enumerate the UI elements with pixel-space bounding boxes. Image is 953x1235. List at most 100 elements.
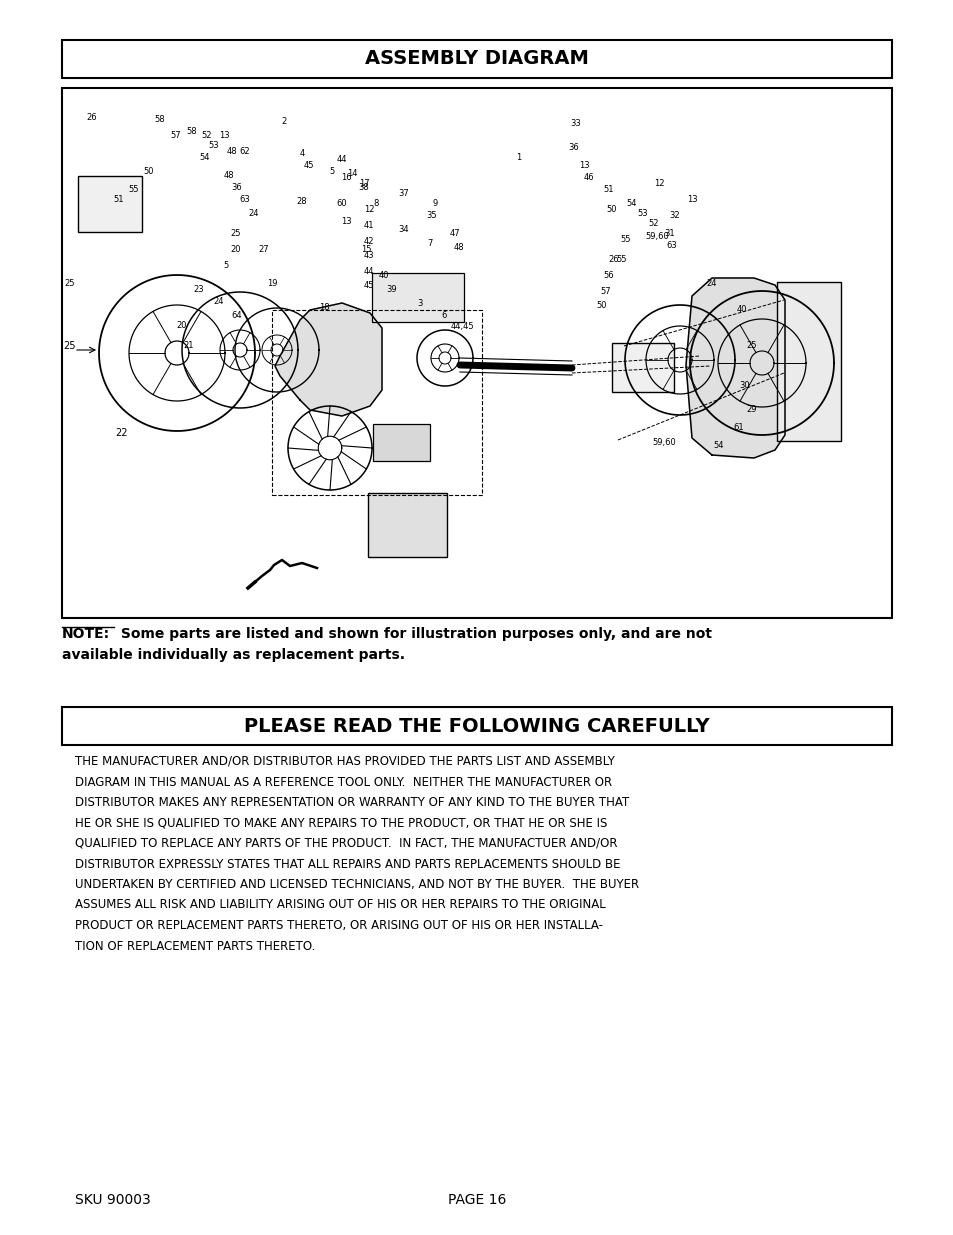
Text: 34: 34 bbox=[398, 226, 409, 235]
Text: 4: 4 bbox=[299, 148, 304, 158]
Text: 55: 55 bbox=[129, 185, 139, 194]
Text: PAGE 16: PAGE 16 bbox=[447, 1193, 506, 1207]
Text: 57: 57 bbox=[171, 131, 181, 140]
FancyBboxPatch shape bbox=[62, 40, 891, 78]
Text: 5: 5 bbox=[223, 262, 229, 270]
Text: 32: 32 bbox=[669, 211, 679, 221]
Text: Some parts are listed and shown for illustration purposes only, and are not: Some parts are listed and shown for illu… bbox=[116, 627, 711, 641]
Text: 13: 13 bbox=[686, 195, 697, 205]
Text: 25: 25 bbox=[746, 342, 757, 351]
Text: 15: 15 bbox=[360, 246, 371, 254]
Text: 44: 44 bbox=[363, 267, 374, 275]
Text: PRODUCT OR REPLACEMENT PARTS THERETO, OR ARISING OUT OF HIS OR HER INSTALLA-: PRODUCT OR REPLACEMENT PARTS THERETO, OR… bbox=[75, 919, 602, 932]
Text: 7: 7 bbox=[427, 238, 433, 247]
Text: 42: 42 bbox=[363, 236, 374, 246]
FancyBboxPatch shape bbox=[62, 88, 891, 617]
Text: DISTRIBUTOR MAKES ANY REPRESENTATION OR WARRANTY OF ANY KIND TO THE BUYER THAT: DISTRIBUTOR MAKES ANY REPRESENTATION OR … bbox=[75, 797, 629, 809]
Text: 18: 18 bbox=[318, 304, 329, 312]
Text: 13: 13 bbox=[218, 131, 229, 141]
Text: 63: 63 bbox=[239, 195, 250, 205]
Text: 26: 26 bbox=[608, 256, 618, 264]
Text: 56: 56 bbox=[603, 272, 614, 280]
Text: QUALIFIED TO REPLACE ANY PARTS OF THE PRODUCT.  IN FACT, THE MANUFACTUER AND/OR: QUALIFIED TO REPLACE ANY PARTS OF THE PR… bbox=[75, 837, 617, 850]
Text: 52: 52 bbox=[201, 131, 212, 140]
Text: UNDERTAKEN BY CERTIFIED AND LICENSED TECHNICIANS, AND NOT BY THE BUYER.  THE BUY: UNDERTAKEN BY CERTIFIED AND LICENSED TEC… bbox=[75, 878, 639, 890]
Text: 29: 29 bbox=[746, 405, 757, 415]
Text: 54: 54 bbox=[713, 441, 723, 450]
Text: 47: 47 bbox=[449, 228, 460, 237]
Text: 12: 12 bbox=[363, 205, 374, 215]
FancyBboxPatch shape bbox=[776, 282, 841, 441]
Text: 46: 46 bbox=[583, 173, 594, 183]
Text: 30: 30 bbox=[739, 380, 749, 389]
FancyBboxPatch shape bbox=[368, 493, 447, 557]
Text: 37: 37 bbox=[398, 189, 409, 198]
Text: 21: 21 bbox=[184, 342, 194, 351]
Text: TION OF REPLACEMENT PARTS THERETO.: TION OF REPLACEMENT PARTS THERETO. bbox=[75, 940, 315, 952]
Text: 13: 13 bbox=[340, 217, 351, 226]
Text: 52: 52 bbox=[648, 219, 659, 227]
Text: 40: 40 bbox=[736, 305, 746, 315]
Text: 36: 36 bbox=[568, 143, 578, 152]
Text: 60: 60 bbox=[336, 200, 347, 209]
Text: 61: 61 bbox=[733, 424, 743, 432]
Text: 2: 2 bbox=[281, 117, 286, 126]
Text: 22: 22 bbox=[115, 429, 128, 438]
FancyBboxPatch shape bbox=[612, 343, 673, 391]
Text: 27: 27 bbox=[258, 246, 269, 254]
FancyBboxPatch shape bbox=[62, 706, 891, 745]
Text: 55: 55 bbox=[616, 256, 626, 264]
Text: 58: 58 bbox=[187, 126, 197, 136]
Text: 13: 13 bbox=[578, 161, 589, 169]
Text: 39: 39 bbox=[386, 285, 396, 294]
FancyBboxPatch shape bbox=[373, 424, 430, 461]
Text: 3: 3 bbox=[416, 299, 422, 308]
Text: DISTRIBUTOR EXPRESSLY STATES THAT ALL REPAIRS AND PARTS REPLACEMENTS SHOULD BE: DISTRIBUTOR EXPRESSLY STATES THAT ALL RE… bbox=[75, 857, 619, 871]
Text: NOTE:: NOTE: bbox=[62, 627, 110, 641]
Text: 20: 20 bbox=[176, 321, 187, 331]
Text: 59,60: 59,60 bbox=[644, 231, 668, 241]
Text: 25: 25 bbox=[64, 341, 76, 351]
Text: 51: 51 bbox=[603, 185, 614, 194]
Text: 12: 12 bbox=[653, 179, 663, 188]
Text: ASSEMBLY DIAGRAM: ASSEMBLY DIAGRAM bbox=[365, 49, 588, 68]
Text: 43: 43 bbox=[363, 252, 374, 261]
Text: 1: 1 bbox=[516, 153, 521, 163]
Text: 26: 26 bbox=[87, 114, 97, 122]
Text: 58: 58 bbox=[154, 116, 165, 125]
Text: 54: 54 bbox=[199, 153, 210, 163]
Text: 16: 16 bbox=[340, 173, 351, 183]
Text: 45: 45 bbox=[363, 282, 374, 290]
Text: 24: 24 bbox=[249, 210, 259, 219]
Text: 25: 25 bbox=[231, 228, 241, 237]
Text: available individually as replacement parts.: available individually as replacement pa… bbox=[62, 648, 405, 662]
Text: THE MANUFACTURER AND/OR DISTRIBUTOR HAS PROVIDED THE PARTS LIST AND ASSEMBLY: THE MANUFACTURER AND/OR DISTRIBUTOR HAS … bbox=[75, 755, 615, 768]
Text: 35: 35 bbox=[426, 211, 436, 221]
Text: 50: 50 bbox=[144, 167, 154, 175]
Text: 44: 44 bbox=[336, 156, 347, 164]
FancyBboxPatch shape bbox=[372, 273, 463, 322]
Text: 55: 55 bbox=[620, 236, 631, 245]
Text: 48: 48 bbox=[227, 147, 237, 156]
Text: DIAGRAM IN THIS MANUAL AS A REFERENCE TOOL ONLY.  NEITHER THE MANUFACTURER OR: DIAGRAM IN THIS MANUAL AS A REFERENCE TO… bbox=[75, 776, 612, 788]
Polygon shape bbox=[274, 303, 381, 416]
Text: HE OR SHE IS QUALIFIED TO MAKE ANY REPAIRS TO THE PRODUCT, OR THAT HE OR SHE IS: HE OR SHE IS QUALIFIED TO MAKE ANY REPAI… bbox=[75, 816, 607, 830]
Text: 50: 50 bbox=[606, 205, 617, 215]
Text: 36: 36 bbox=[232, 184, 242, 193]
Text: PLEASE READ THE FOLLOWING CAREFULLY: PLEASE READ THE FOLLOWING CAREFULLY bbox=[244, 716, 709, 736]
Text: 8: 8 bbox=[373, 199, 378, 207]
Text: 24: 24 bbox=[706, 279, 717, 288]
Text: 59,60: 59,60 bbox=[652, 438, 675, 447]
Text: 53: 53 bbox=[637, 209, 648, 217]
FancyBboxPatch shape bbox=[78, 177, 142, 232]
Text: 63: 63 bbox=[666, 242, 677, 251]
Text: 24: 24 bbox=[213, 298, 224, 306]
Text: 17: 17 bbox=[358, 179, 369, 188]
Text: 57: 57 bbox=[600, 287, 611, 295]
Text: 23: 23 bbox=[193, 285, 204, 294]
Text: ASSUMES ALL RISK AND LIABILITY ARISING OUT OF HIS OR HER REPAIRS TO THE ORIGINAL: ASSUMES ALL RISK AND LIABILITY ARISING O… bbox=[75, 899, 605, 911]
Polygon shape bbox=[685, 278, 784, 458]
Text: 5: 5 bbox=[329, 168, 335, 177]
Text: 62: 62 bbox=[239, 147, 250, 157]
Text: 38: 38 bbox=[358, 184, 369, 193]
